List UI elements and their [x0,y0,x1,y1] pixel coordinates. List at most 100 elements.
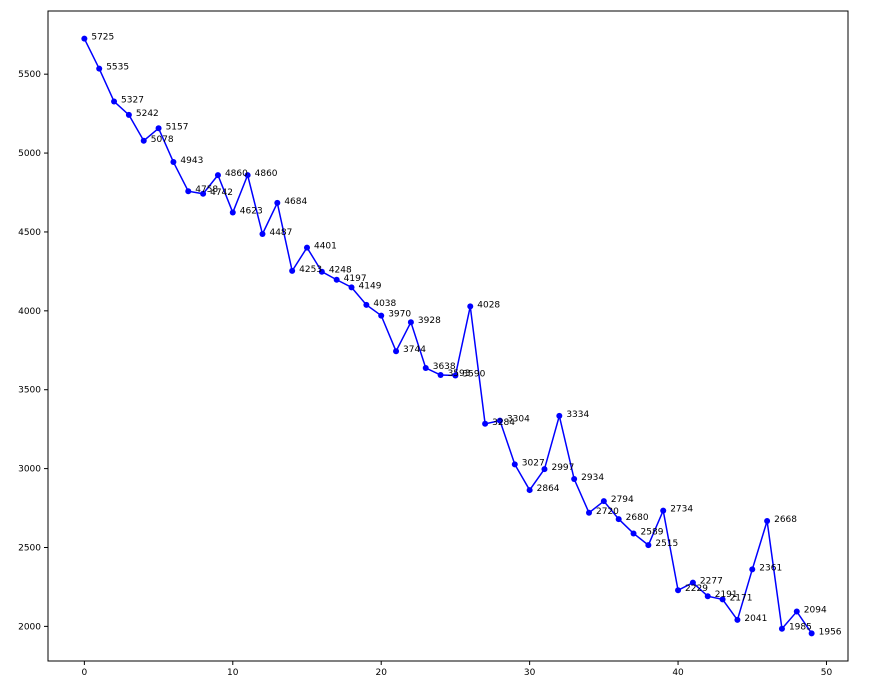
data-label: 2229 [685,584,708,594]
y-tick-label: 2500 [18,543,41,553]
data-label: 2589 [641,527,664,537]
data-label: 4860 [255,169,278,179]
data-label: 2191 [715,590,738,600]
data-label: 4623 [240,207,263,217]
y-tick-label: 4000 [18,307,41,317]
data-point [778,625,785,632]
data-point [393,348,400,355]
x-tick-label: 0 [81,668,87,678]
plot-area [47,10,849,662]
data-point [170,159,177,166]
data-label: 4253 [299,265,322,275]
data-label: 2734 [670,505,693,515]
data-point [200,190,207,197]
data-point [704,593,711,600]
data-label: 2997 [551,463,574,473]
data-point [229,209,236,216]
data-point [111,98,118,105]
x-axis: 0 10 20 30 40 50 [81,661,832,678]
data-label: 2277 [700,577,723,587]
data-point [452,372,459,379]
data-label: 5327 [121,95,144,105]
data-label: 4742 [210,188,233,198]
data-label: 3334 [566,410,589,420]
data-point [378,312,385,319]
data-point [600,498,607,505]
data-point [437,372,444,379]
data-label: 4149 [359,281,382,291]
data-point [348,284,355,291]
data-label: 5535 [106,63,129,73]
data-point [140,137,147,144]
data-point [586,509,593,516]
data-label: 2361 [759,563,782,573]
data-point [407,319,414,326]
data-label: 5725 [91,33,114,43]
data-label: 4487 [269,228,292,238]
data-point [793,608,800,615]
x-tick-label: 40 [672,668,684,678]
data-point [511,461,518,468]
data-point [630,530,637,537]
data-point [541,466,548,473]
data-label: 4401 [314,242,337,252]
data-point [482,420,489,427]
data-point [422,364,429,371]
y-tick-label: 3000 [18,465,41,475]
y-tick-label: 2000 [18,622,41,632]
data-point [125,111,132,118]
data-label: 3027 [522,458,545,468]
data-label: 1985 [789,623,812,633]
data-label: 2094 [804,606,827,616]
data-point [749,566,756,573]
data-point [81,35,88,42]
data-point [556,412,563,419]
data-label: 2864 [537,484,560,494]
data-label: 3744 [403,345,426,355]
data-label: 3970 [388,310,411,320]
data-point [274,199,281,206]
data-point [467,303,474,310]
y-tick-label: 4500 [18,228,41,238]
x-tick-label: 20 [375,668,387,678]
data-label: 4684 [284,197,307,207]
data-label: 5242 [136,109,159,119]
data-label: 3304 [507,415,530,425]
data-point [764,517,771,524]
data-point [185,188,192,195]
data-point [244,172,251,179]
data-point [675,587,682,594]
data-point [689,579,696,586]
data-label: 2720 [596,507,619,517]
data-point [496,417,503,424]
x-tick-label: 10 [227,668,239,678]
y-axis: 2000 2500 3000 3500 4000 4500 5000 5500 [18,70,48,632]
data-label: 2668 [774,515,797,525]
data-label: 4038 [373,299,396,309]
data-label: 4943 [180,156,203,166]
data-point [155,125,162,132]
data-markers [81,35,815,637]
data-point [363,301,370,308]
data-point [318,268,325,275]
x-tick-label: 50 [821,668,833,678]
data-point [96,65,103,72]
data-label: 5157 [166,122,189,132]
data-label: 3928 [418,316,441,326]
x-tick-label: 30 [524,668,536,678]
data-label: 3593 [448,369,471,379]
data-point [303,244,310,251]
data-label: 2041 [744,614,767,624]
data-label: 4758 [195,185,218,195]
data-point [719,596,726,603]
data-point [526,487,533,494]
data-point [214,172,221,179]
data-label: 3590 [462,370,485,380]
data-label: 4860 [225,169,248,179]
data-label: 2794 [611,495,634,505]
data-label: 2515 [655,539,678,549]
data-point [615,516,622,523]
